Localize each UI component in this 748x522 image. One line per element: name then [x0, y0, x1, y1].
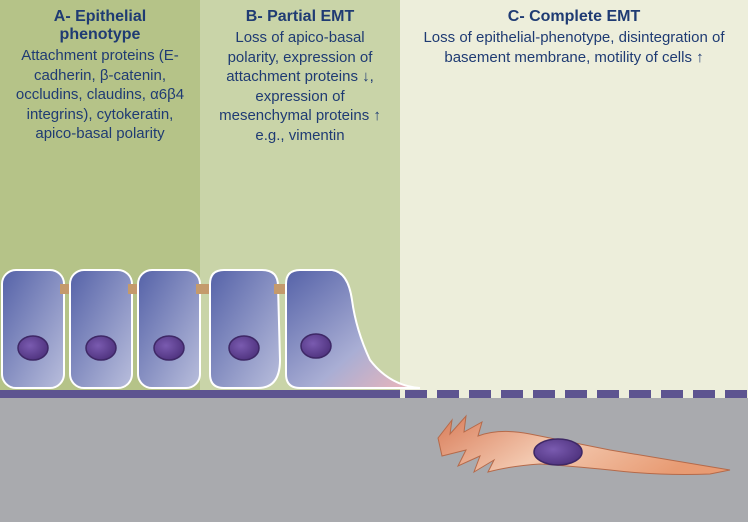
epithelial-cell-3 — [138, 270, 200, 388]
panel-a-title: A- Epithelial phenotype — [12, 8, 188, 44]
junction-3 — [196, 284, 210, 294]
panel-b-header: B- Partial EMT Loss of apico-basal polar… — [200, 0, 400, 153]
mesenchymal-cell — [438, 416, 730, 475]
panel-b-title: B- Partial EMT — [212, 8, 388, 26]
panel-b-desc: Loss of apico-basal polarity, expression… — [212, 28, 388, 145]
panel-a-header: A- Epithelial phenotype Attachment prote… — [0, 0, 200, 152]
panel-c-title: C- Complete EMT — [412, 8, 736, 26]
panel-c-desc: Loss of epithelial-phenotype, disintegra… — [412, 28, 736, 67]
epithelial-cell-2 — [70, 270, 132, 388]
panel-a-desc: Attachment proteins (E-cadherin, β-caten… — [12, 46, 188, 144]
cell-layer — [0, 260, 748, 390]
junction-4 — [274, 284, 286, 294]
panel-c-header: C- Complete EMT Loss of epithelial-pheno… — [400, 0, 748, 75]
partial-cell-2 — [286, 270, 420, 388]
epithelial-cell-1 — [2, 270, 64, 388]
mesenchymal-nucleus — [534, 439, 582, 465]
mesenchymal-cell-layer — [430, 400, 748, 500]
partial-cell-1 — [210, 270, 280, 388]
